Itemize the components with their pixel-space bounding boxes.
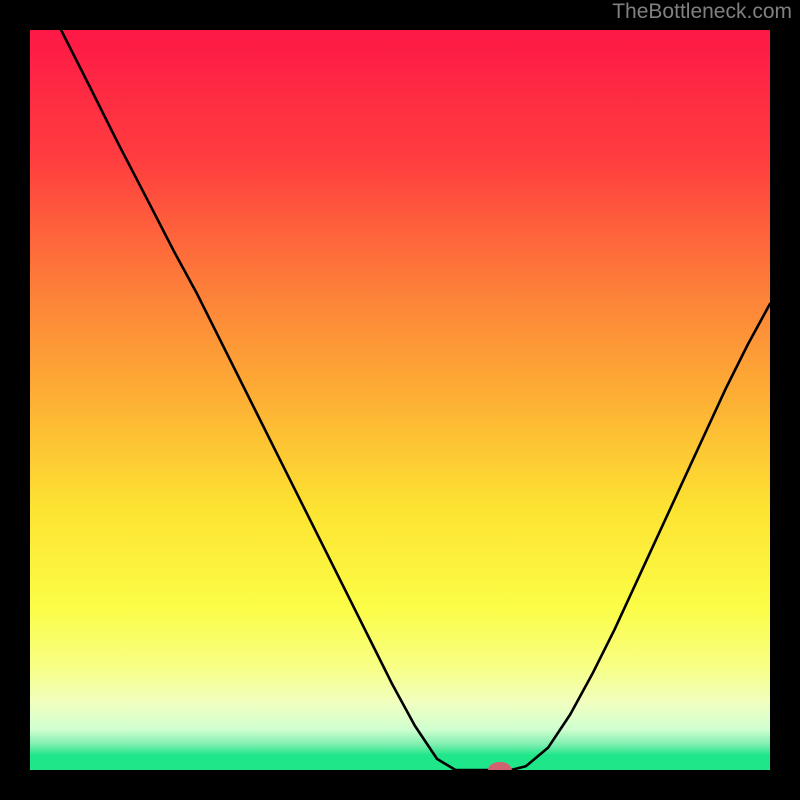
gradient-background <box>30 30 770 770</box>
bottleneck-chart <box>30 30 770 770</box>
attribution-label: TheBottleneck.com <box>612 0 792 24</box>
chart-frame: TheBottleneck.com <box>0 0 800 800</box>
plot-area <box>30 30 770 770</box>
